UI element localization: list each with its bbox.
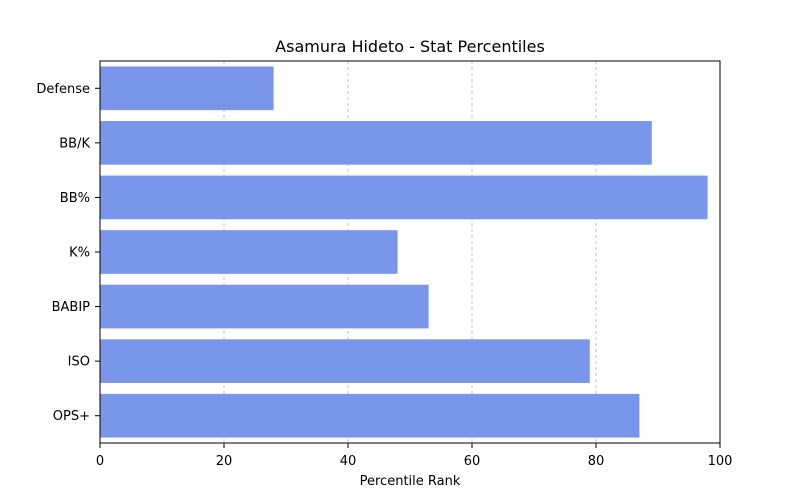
bar-defense (100, 66, 274, 111)
bar-iso (100, 339, 590, 383)
y-tick-label: Defense (36, 82, 90, 97)
y-axis-ticks: Defense BB/K BB% K% BABIP ISO OPS+ (36, 82, 100, 424)
y-tick-label: ISO (68, 355, 90, 370)
bar-ops- (100, 393, 640, 438)
chart-title: Asamura Hideto - Stat Percentiles (275, 37, 545, 56)
y-tick-label: BB/K (59, 136, 90, 151)
y-tick-label: OPS+ (53, 409, 90, 424)
x-tick-label: 100 (708, 454, 733, 469)
x-tick-label: 40 (340, 454, 357, 469)
x-tick-label: 0 (96, 454, 104, 469)
y-tick-label: K% (69, 246, 90, 261)
y-tick-label: BB% (60, 191, 90, 206)
x-tick-label: 80 (588, 454, 605, 469)
bar-babip (100, 284, 429, 329)
y-tick-label: BABIP (52, 300, 91, 315)
bar-bb-k (100, 121, 652, 165)
x-tick-label: 60 (464, 454, 481, 469)
bar-k- (100, 230, 398, 274)
bar-bb- (100, 175, 708, 220)
bars (100, 66, 708, 438)
x-axis-ticks: 0 20 40 60 80 100 (96, 443, 733, 469)
x-tick-label: 20 (216, 454, 233, 469)
x-axis-label: Percentile Rank (360, 474, 461, 489)
